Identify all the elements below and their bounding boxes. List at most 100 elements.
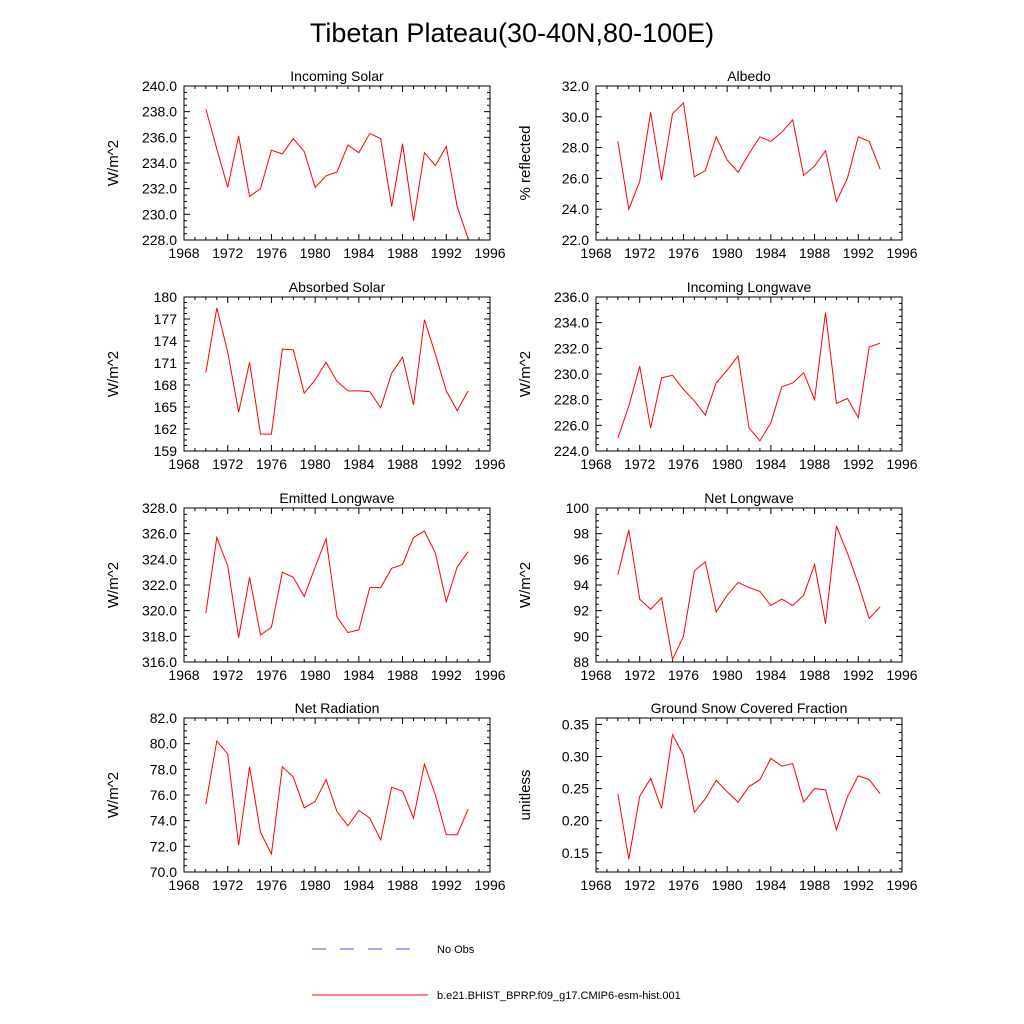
y-tick-label: 232.0	[142, 181, 177, 197]
y-tick-label: 228.0	[554, 392, 589, 408]
y-tick-label: 234.0	[554, 315, 589, 331]
plot-frame	[183, 717, 491, 873]
legend-label-no-obs: No Obs	[437, 944, 475, 956]
x-tick-label: 1976	[668, 245, 699, 261]
chart-ground-snow-covered-fraction: Ground Snow Covered Fraction unitless 1968…	[517, 700, 918, 893]
x-tick-label: 1992	[431, 877, 462, 893]
series-line-model	[205, 108, 469, 239]
y-tick-label: 100	[566, 500, 590, 516]
y-tick-label: 322.0	[142, 577, 177, 593]
y-tick-label: 226.0	[554, 417, 589, 433]
y-tick-label: 72.0	[150, 838, 177, 854]
chart-albedo: Albedo % reflected 1968 1972 1976 1980 1984 198…	[517, 68, 918, 261]
y-tick-label: 177	[154, 311, 178, 327]
y-tick-label: 171	[154, 355, 178, 371]
x-tick-label: 1996	[474, 245, 505, 261]
y-tick-label: 328.0	[142, 500, 177, 516]
x-tick-label: 1972	[624, 877, 655, 893]
y-tick-label: 316.0	[142, 654, 177, 670]
x-tick-label: 1984	[343, 456, 374, 472]
x-tick-label: 1972	[212, 877, 243, 893]
chart-title: Absorbed Solar	[289, 279, 386, 295]
x-tick-label: 1968	[168, 667, 199, 683]
y-axis-label: W/m^2	[105, 351, 122, 397]
x-tick-label: 1980	[300, 245, 331, 261]
y-tick-label: 318.0	[142, 628, 177, 644]
chart-title: Net Longwave	[704, 490, 794, 506]
x-tick-label: 1984	[755, 667, 786, 683]
y-tick-label: 238.0	[142, 104, 177, 120]
x-tick-label: 1992	[843, 877, 874, 893]
x-tick-label: 1988	[387, 877, 418, 893]
y-tick-label: 94	[573, 577, 589, 593]
x-tick-label: 1988	[799, 877, 830, 893]
y-tick-label: 236.0	[142, 129, 177, 145]
x-tick-label: 1972	[624, 456, 655, 472]
y-tick-label: 232.0	[554, 340, 589, 356]
chart-title: Emitted Longwave	[279, 490, 394, 506]
x-tick-label: 1996	[474, 667, 505, 683]
x-tick-label: 1988	[799, 245, 830, 261]
y-tick-label: 0.15	[562, 845, 589, 861]
y-axis-label: W/m^2	[105, 772, 122, 818]
x-tick-label: 1980	[300, 877, 331, 893]
plot-frame	[595, 717, 903, 873]
series-line-model	[617, 312, 881, 442]
chart-title: Incoming Longwave	[687, 279, 812, 295]
x-tick-label: 1992	[431, 456, 462, 472]
y-tick-label: 30.0	[562, 109, 589, 125]
x-tick-label: 1984	[755, 877, 786, 893]
chart-net-longwave: Net Longwave W/m^2 1968 1972 1976 1980 1984 198…	[517, 490, 918, 683]
y-tick-label: 88	[573, 654, 589, 670]
y-tick-label: 320.0	[142, 603, 177, 619]
x-tick-label: 1980	[712, 245, 743, 261]
x-tick-label: 1968	[168, 456, 199, 472]
y-tick-label: 82.0	[150, 710, 177, 726]
chart-absorbed-solar: Absorbed Solar W/m^2 1968 1972 1976 1980 1984 1…	[105, 279, 506, 472]
x-tick-label: 1968	[580, 456, 611, 472]
y-tick-label: 324.0	[142, 551, 177, 567]
chart-title: Ground Snow Covered Fraction	[651, 700, 848, 716]
y-axis-label: unitless	[517, 770, 534, 821]
y-tick-label: 22.0	[562, 232, 589, 248]
x-tick-label: 1980	[712, 667, 743, 683]
chart-net-radiation: Net Radiation W/m^2 1968 1972 1976 1980 1984 19…	[105, 700, 506, 893]
x-tick-label: 1996	[474, 456, 505, 472]
x-tick-label: 1968	[580, 667, 611, 683]
x-tick-label: 1968	[580, 877, 611, 893]
x-tick-label: 1976	[668, 456, 699, 472]
x-tick-label: 1976	[668, 877, 699, 893]
x-tick-label: 1976	[256, 877, 287, 893]
chart-title: Incoming Solar	[290, 68, 384, 84]
x-tick-label: 1984	[755, 456, 786, 472]
chart-incoming-longwave: Incoming Longwave W/m^2 1968 1972 1976 1980 19…	[517, 279, 918, 472]
x-tick-label: 1980	[300, 667, 331, 683]
plot-frame	[595, 85, 903, 241]
x-tick-label: 1972	[624, 245, 655, 261]
x-tick-label: 1972	[212, 667, 243, 683]
y-tick-label: 90	[573, 628, 589, 644]
y-tick-label: 230.0	[142, 206, 177, 222]
x-tick-label: 1992	[843, 456, 874, 472]
y-tick-label: 165	[154, 399, 178, 415]
y-tick-label: 80.0	[150, 736, 177, 752]
y-tick-label: 24.0	[562, 201, 589, 217]
chart-title: Net Radiation	[295, 700, 380, 716]
x-tick-label: 1996	[474, 877, 505, 893]
series-line-model	[617, 525, 881, 662]
y-tick-label: 74.0	[150, 813, 177, 829]
y-axis-label: % reflected	[517, 125, 534, 200]
y-tick-label: 240.0	[142, 78, 177, 94]
x-tick-label: 1996	[886, 667, 917, 683]
x-tick-label: 1980	[300, 456, 331, 472]
chart-title: Albedo	[727, 68, 771, 84]
y-tick-label: 70.0	[150, 864, 177, 880]
x-tick-label: 1988	[799, 456, 830, 472]
y-tick-label: 230.0	[554, 366, 589, 382]
panels-group: Incoming Solar W/m^2 1968 1972 1976 1980 1984 1…	[105, 68, 918, 893]
x-tick-label: 1984	[343, 667, 374, 683]
x-tick-label: 1988	[799, 667, 830, 683]
x-tick-label: 1984	[343, 877, 374, 893]
y-tick-label: 168	[154, 377, 178, 393]
